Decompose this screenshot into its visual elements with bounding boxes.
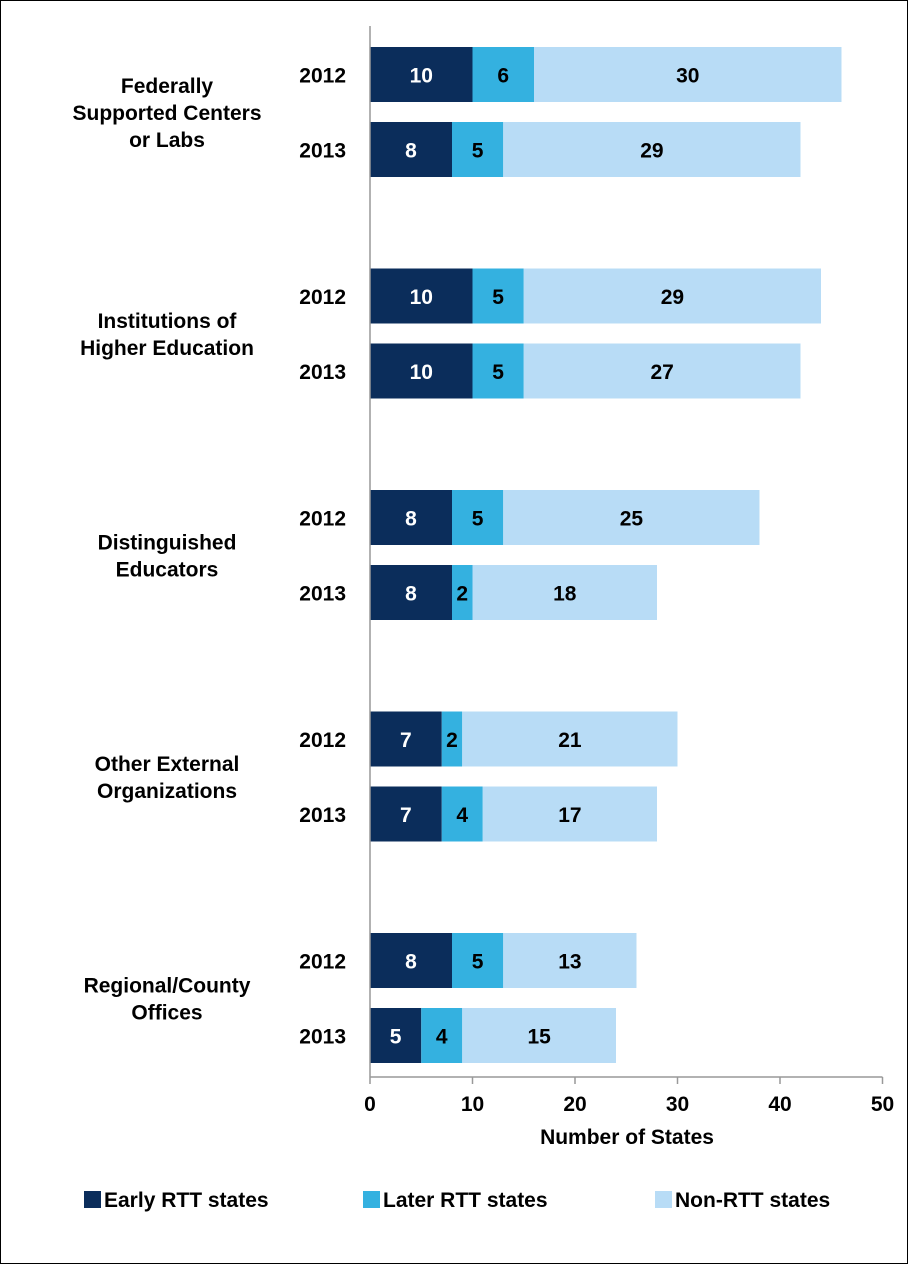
bar-value-label: 7 — [400, 729, 412, 752]
bar-early-rtt-states — [370, 343, 473, 399]
bar-non-rtt-states — [482, 786, 657, 842]
bar-value-label: 15 — [527, 1026, 551, 1049]
category-label: Organizations — [97, 780, 237, 803]
category-label: Regional/County — [84, 975, 251, 998]
bar-non-rtt-states — [503, 490, 760, 545]
bar-value-label: 27 — [650, 361, 673, 384]
year-label-2013: 2013 — [299, 804, 346, 827]
category-label: Other External — [95, 753, 240, 776]
bar-early-rtt-states — [370, 933, 452, 988]
x-tick-label: 40 — [768, 1093, 791, 1116]
bar-non-rtt-states — [503, 122, 801, 177]
x-axis-ticks: 0 10 20 30 40 50 — [364, 1077, 894, 1116]
bar-value-label: 10 — [410, 286, 433, 309]
x-tick-label: 20 — [563, 1093, 586, 1116]
category-label: Distinguished — [98, 532, 237, 555]
labels-layer: 2012 2013 Federally Supported Centers or Lab… — [72, 65, 346, 1049]
category-label: Offices — [131, 1002, 202, 1025]
bar-value-label: 2 — [446, 729, 458, 752]
bar-non-rtt-states — [523, 268, 821, 324]
bar-value-label: 29 — [661, 286, 684, 309]
category-label: Higher Education — [80, 337, 254, 360]
bar-early-rtt-states — [370, 565, 452, 620]
bar-value-label: 5 — [492, 286, 504, 309]
bar-value-label: 5 — [472, 951, 484, 974]
legend-label: Later RTT states — [383, 1189, 548, 1212]
bar-value-label: 8 — [405, 951, 417, 974]
bar-value-label: 17 — [558, 804, 581, 827]
bar-later-rtt-states — [452, 933, 504, 988]
bar-value-label: 8 — [405, 140, 417, 163]
x-tick-label: 10 — [461, 1093, 484, 1116]
bar-value-label: 4 — [456, 804, 468, 827]
bar-value-label: 5 — [472, 508, 484, 531]
category-label: Supported Centers — [72, 102, 261, 125]
year-label-2013: 2013 — [299, 361, 346, 384]
bar-value-label: 7 — [400, 804, 412, 827]
bar-value-label: 18 — [553, 583, 577, 606]
bar-value-label: 25 — [620, 508, 644, 531]
bar-early-rtt-states — [370, 47, 473, 102]
bar-non-rtt-states — [523, 343, 801, 399]
year-label-2013: 2013 — [299, 140, 346, 163]
bar-value-label: 5 — [492, 361, 504, 384]
bar-later-rtt-states — [452, 122, 504, 177]
year-label-2012: 2012 — [299, 508, 346, 531]
bar-value-label: 2 — [456, 583, 468, 606]
bar-value-label: 29 — [640, 140, 663, 163]
bar-later-rtt-states — [441, 786, 483, 842]
bar-value-label: 5 — [390, 1026, 402, 1049]
year-label-2012: 2012 — [299, 951, 346, 974]
bar-later-rtt-states — [472, 268, 524, 324]
x-tick-label: 30 — [666, 1093, 689, 1116]
bar-non-rtt-states — [503, 933, 637, 988]
legend-label: Non-RTT states — [675, 1189, 830, 1212]
legend-swatch — [84, 1191, 101, 1208]
bar-early-rtt-states — [370, 122, 452, 177]
legend-swatch — [655, 1191, 672, 1208]
year-label-2013: 2013 — [299, 1026, 346, 1049]
bar-early-rtt-states — [370, 1008, 422, 1063]
bar-early-rtt-states — [370, 268, 473, 324]
category-label: or Labs — [129, 129, 205, 152]
bar-later-rtt-states — [452, 565, 473, 620]
bar-value-label: 5 — [472, 140, 484, 163]
bar-non-rtt-states — [462, 711, 678, 767]
bar-non-rtt-states — [534, 47, 842, 102]
year-label-2012: 2012 — [299, 65, 346, 88]
year-label-2013: 2013 — [299, 583, 346, 606]
bar-value-label: 10 — [410, 65, 433, 88]
bar-non-rtt-states — [472, 565, 657, 620]
bar-early-rtt-states — [370, 711, 442, 767]
category-label: Federally — [121, 75, 214, 98]
bar-value-label: 6 — [497, 65, 509, 88]
x-tick-label: 50 — [871, 1093, 894, 1116]
category-label: Educators — [116, 559, 219, 582]
legend: Early RTT states Later RTT states Non-RTT … — [84, 1189, 830, 1212]
bars-layer: 10 6 30 8 5 29 10 5 29 10 5 27 8 5 25 8 2 18 7 2 21 7 4 17 8 5 13 5… — [370, 47, 842, 1063]
x-tick-label: 0 — [364, 1093, 376, 1116]
bar-value-label: 4 — [436, 1026, 448, 1049]
bar-non-rtt-states — [462, 1008, 616, 1063]
bar-later-rtt-states — [472, 343, 524, 399]
bar-value-label: 30 — [676, 65, 699, 88]
bar-value-label: 21 — [558, 729, 582, 752]
bar-later-rtt-states — [472, 47, 534, 102]
bar-value-label: 8 — [405, 508, 417, 531]
bar-value-label: 13 — [558, 951, 581, 974]
bar-later-rtt-states — [441, 711, 463, 767]
category-label: Institutions of — [98, 310, 238, 333]
legend-swatch — [363, 1191, 380, 1208]
bar-later-rtt-states — [452, 490, 504, 545]
bar-value-label: 8 — [405, 583, 417, 606]
x-axis-title: Number of States — [540, 1126, 714, 1149]
legend-label: Early RTT states — [104, 1189, 269, 1212]
year-label-2012: 2012 — [299, 729, 346, 752]
bar-early-rtt-states — [370, 786, 442, 842]
year-label-2012: 2012 — [299, 286, 346, 309]
bar-value-label: 10 — [410, 361, 433, 384]
bar-early-rtt-states — [370, 490, 452, 545]
bar-later-rtt-states — [421, 1008, 463, 1063]
